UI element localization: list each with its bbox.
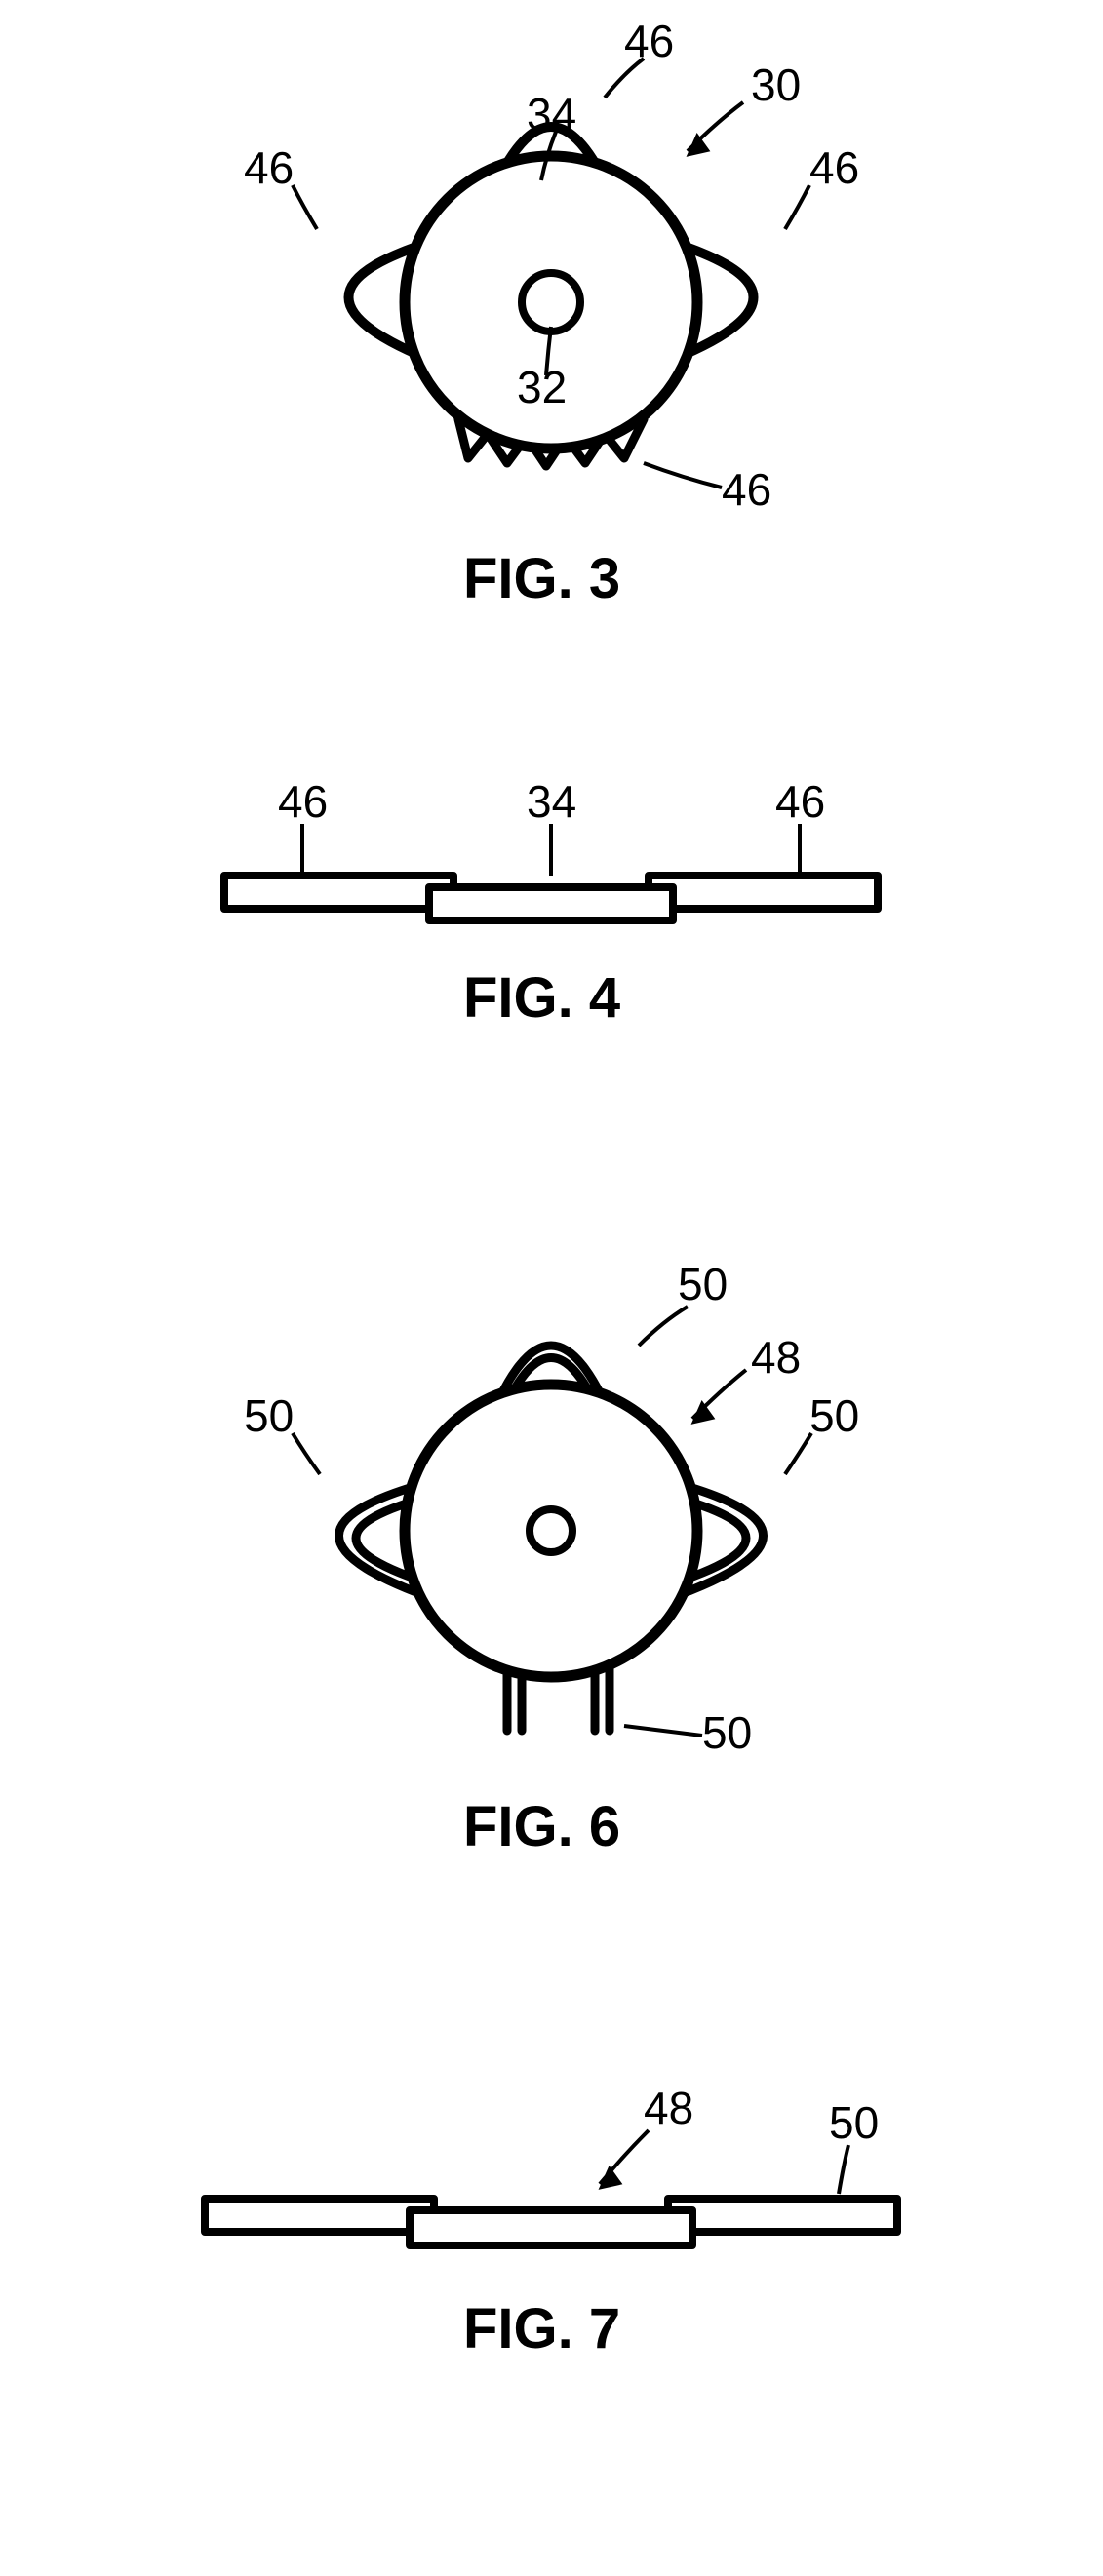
label-46-left: 46 [244,141,294,194]
label-50-right: 50 [809,1389,859,1442]
label-30: 30 [751,59,801,111]
figure-7-svg [0,2067,1103,2438]
figure-4: 46 34 46 FIG. 4 [0,761,1103,1063]
figure-6: 48 50 50 50 50 FIG. 6 [0,1219,1103,1921]
figure-6-caption: FIG. 6 [463,1794,620,1859]
label-50-bottom: 50 [702,1706,752,1759]
label-46-right: 46 [809,141,859,194]
label-34: 34 [527,88,576,140]
label-34: 34 [527,775,576,828]
figure-4-caption: FIG. 4 [463,965,620,1031]
figure-3: 30 34 32 46 46 46 46 FIG. 3 [0,0,1103,663]
figure-7: 48 50 FIG. 7 [0,2067,1103,2438]
label-50-left: 50 [244,1389,294,1442]
label-48: 48 [751,1331,801,1384]
figure-3-caption: FIG. 3 [463,546,620,611]
label-46-bottom: 46 [722,463,771,516]
label-50: 50 [829,2096,879,2149]
label-32: 32 [517,361,567,413]
label-46-left: 46 [278,775,328,828]
label-46-right: 46 [775,775,825,828]
label-46-topleft: 46 [624,15,674,67]
label-50-top: 50 [678,1258,728,1310]
patent-figure-page: 30 34 32 46 46 46 46 FIG. 3 46 [0,0,1103,2576]
label-48: 48 [644,2082,693,2134]
figure-7-caption: FIG. 7 [463,2296,620,2361]
